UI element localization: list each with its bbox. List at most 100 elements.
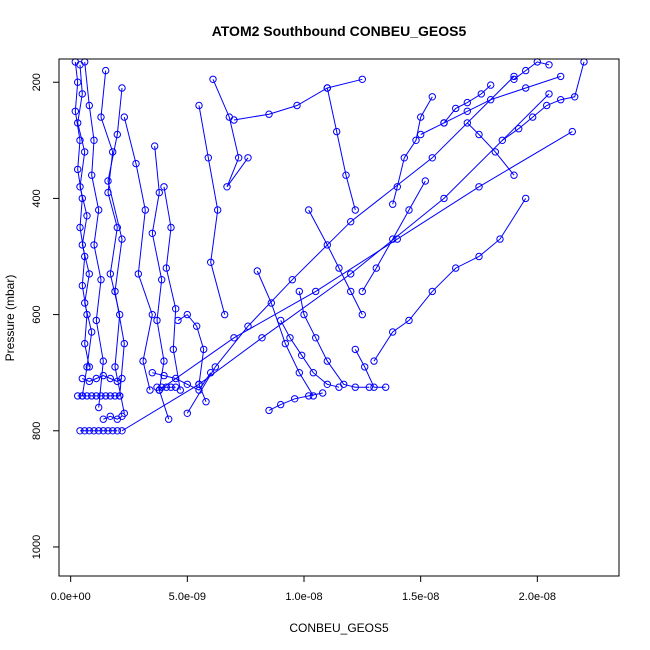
data-point [389, 328, 397, 336]
data-point [195, 380, 203, 388]
data-point [358, 310, 366, 319]
series-line [186, 76, 515, 414]
data-point [412, 136, 420, 145]
data-point [85, 101, 94, 110]
data-point [109, 427, 117, 435]
data-point [88, 171, 96, 179]
data-point [118, 235, 126, 243]
data-point [167, 383, 175, 391]
series-line [354, 349, 386, 388]
series-line [159, 131, 573, 391]
data-point [97, 276, 105, 284]
data-point [463, 107, 471, 116]
data-point [358, 75, 366, 84]
data-point [463, 98, 471, 107]
data-point [132, 159, 140, 168]
series-line [198, 105, 226, 315]
data-point [167, 223, 175, 232]
data-point [370, 383, 378, 391]
series-36 [463, 119, 518, 179]
data-point [298, 351, 306, 359]
data-point [169, 345, 178, 354]
series-line [233, 78, 363, 121]
data-point [102, 66, 110, 75]
data-point [475, 183, 483, 191]
data-point [417, 113, 425, 121]
series-33 [498, 58, 588, 145]
series-2 [74, 61, 96, 400]
data-point [477, 90, 485, 98]
data-point [153, 316, 161, 325]
data-point [358, 287, 366, 296]
y-tick-label: 1000 [31, 535, 43, 559]
data-point [85, 270, 94, 278]
y-tick-label: 600 [31, 305, 43, 323]
data-point [92, 316, 101, 325]
data-point [74, 165, 82, 174]
data-point [160, 371, 168, 380]
data-point [400, 154, 408, 162]
series-line [268, 392, 323, 411]
data-point [99, 371, 108, 380]
data-point [496, 235, 504, 243]
data-point [295, 369, 303, 377]
data-point [174, 316, 182, 325]
series-line [84, 61, 104, 408]
data-point [452, 264, 460, 272]
series-line [256, 270, 314, 397]
data-point [118, 84, 126, 92]
series-22 [265, 389, 327, 415]
data-point [312, 287, 320, 296]
data-point [78, 374, 87, 383]
series-31 [389, 93, 436, 208]
data-point [106, 270, 115, 278]
series-19 [183, 72, 518, 417]
data-point [106, 412, 115, 420]
data-point [510, 75, 518, 84]
data-point [78, 241, 87, 249]
data-point [78, 90, 87, 98]
data-point [244, 154, 252, 162]
data-point [155, 188, 164, 197]
data-point [265, 110, 273, 118]
data-point [139, 357, 147, 365]
x-axis: 0.0e+00 5.0e-09 1.0e-08 1.5e-08 2.0e-08 [51, 576, 556, 603]
data-point [428, 93, 436, 101]
series-8 [78, 371, 126, 386]
data-point [393, 183, 401, 191]
series-26 [305, 206, 366, 319]
data-point [160, 183, 168, 191]
data-point [230, 334, 238, 342]
data-point [81, 339, 89, 348]
data-point [113, 223, 122, 232]
data-point [351, 383, 359, 391]
y-tick-label: 400 [31, 189, 43, 207]
data-point [361, 363, 369, 371]
data-point [389, 235, 397, 243]
series-line [308, 209, 363, 315]
data-point [106, 374, 115, 383]
data-point [515, 125, 523, 133]
data-point [148, 310, 157, 319]
data-point [487, 96, 495, 104]
series-29 [351, 345, 390, 391]
series-line [466, 122, 515, 176]
series-16 [195, 101, 229, 319]
data-point [487, 81, 495, 89]
data-point [118, 427, 126, 435]
data-point [165, 415, 173, 423]
data-point [440, 119, 448, 127]
data-point [78, 281, 87, 290]
data-point [288, 276, 296, 284]
data-point [183, 310, 192, 319]
x-tick-label: 5.0e-09 [169, 591, 206, 603]
data-point [71, 107, 80, 116]
data-point [281, 339, 289, 348]
data-point [545, 61, 553, 69]
data-point [319, 389, 327, 397]
data-point [85, 377, 94, 386]
data-point [76, 427, 84, 435]
data-point [209, 75, 217, 84]
series-line [100, 70, 125, 414]
data-point [405, 206, 413, 214]
